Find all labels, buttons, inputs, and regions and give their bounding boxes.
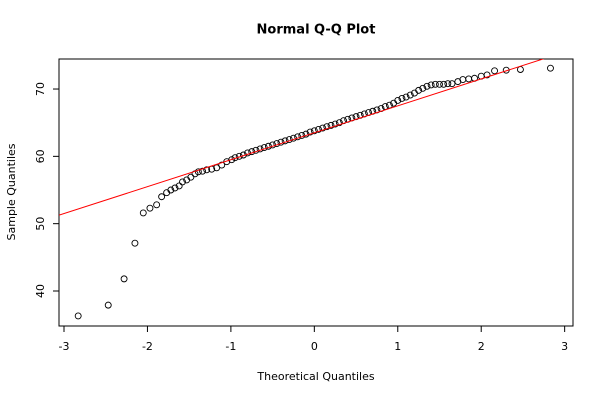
point (187, 173, 195, 181)
point (406, 91, 414, 99)
point (440, 80, 448, 88)
point (171, 184, 179, 192)
point (459, 76, 467, 84)
point (394, 97, 402, 104)
x-tick-label: -2 (142, 340, 153, 353)
x-axis-label: Theoretical Quantiles (256, 370, 374, 383)
point (199, 167, 206, 175)
point (306, 128, 314, 136)
y-tick-label: 60 (34, 149, 47, 163)
x-tick-label: -3 (59, 340, 70, 353)
point (194, 168, 202, 176)
point (423, 82, 431, 90)
point (153, 201, 161, 209)
y-tick-label: 50 (34, 217, 47, 231)
point (167, 186, 175, 194)
point (335, 119, 343, 127)
point (448, 80, 456, 88)
point (158, 193, 166, 201)
point (228, 156, 236, 164)
x-tick-label: 3 (561, 340, 568, 353)
point (323, 123, 331, 131)
x-tick-label: 1 (394, 340, 401, 353)
point (74, 312, 82, 320)
point (131, 239, 139, 247)
point (547, 64, 554, 72)
point (203, 166, 211, 174)
plot-frame (58, 58, 574, 327)
point (331, 120, 339, 128)
x-tick-label: 2 (478, 340, 485, 353)
y-axis-label: Sample Quantiles (5, 143, 18, 240)
point (120, 275, 128, 283)
point (444, 80, 452, 88)
point (175, 182, 183, 190)
point (315, 125, 322, 133)
point (218, 161, 226, 169)
point (431, 80, 439, 88)
reference-line (59, 59, 545, 216)
x-tick-label: 0 (311, 340, 318, 353)
point (327, 121, 335, 129)
point (319, 124, 327, 132)
point (465, 75, 473, 83)
point (179, 178, 186, 186)
point (419, 84, 427, 92)
chart-title: Normal Q-Q Plot (257, 23, 376, 38)
plot-area (59, 59, 554, 320)
point (415, 86, 423, 94)
point (436, 80, 443, 88)
y-tick-label: 40 (34, 284, 47, 298)
point (402, 93, 410, 101)
point (398, 95, 406, 102)
point (146, 204, 154, 212)
point (483, 71, 491, 79)
x-tick-label: -1 (225, 340, 236, 353)
y-tick-label: 70 (34, 82, 47, 96)
point (491, 67, 499, 75)
point (310, 127, 318, 135)
point (427, 81, 435, 89)
point (139, 209, 147, 217)
point (104, 301, 112, 309)
